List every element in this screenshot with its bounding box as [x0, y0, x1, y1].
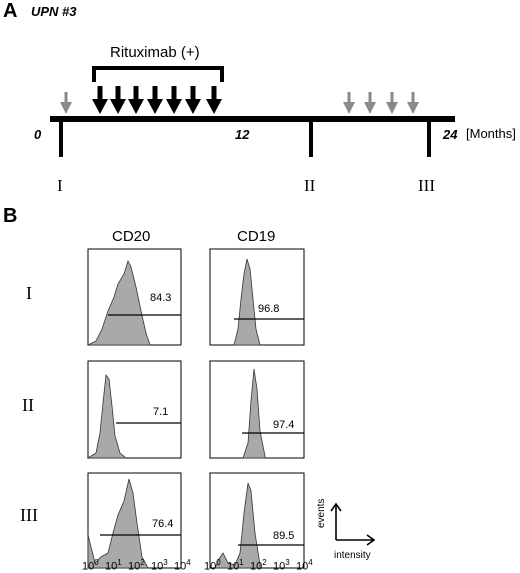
timepoint-label-ii: II [304, 176, 316, 195]
rituximab-dose-arrows [92, 86, 222, 114]
row-label-iii: III [20, 505, 38, 525]
cd20-i-value: 84.3 [150, 292, 172, 304]
timeline-tick-0: 0 [34, 127, 42, 142]
cd20-ii-histogram [86, 360, 182, 459]
cd20-x-tick-label: 100 [82, 558, 99, 573]
cd20-ii-value: 7.1 [153, 406, 169, 418]
rituximab-arrow-3 [128, 86, 144, 114]
grey-arrow-5 [407, 92, 419, 114]
cd20-ii-distribution [86, 373, 128, 459]
cd19-x-tick-label: 102 [250, 558, 267, 573]
rituximab-arrow-2 [110, 86, 126, 114]
grey-arrow-2 [343, 92, 355, 114]
cd19-ii-value: 97.4 [273, 419, 295, 431]
cd19-x-tick-label: 101 [227, 558, 244, 573]
timepoint-label-i: I [57, 176, 63, 195]
legend-intensity-arrowhead [366, 534, 376, 546]
cd20-x-tick-label: 101 [105, 558, 122, 573]
cd19-ii-histogram [209, 360, 305, 459]
patient-id: UPN #3 [31, 4, 77, 19]
treatment-label: Rituximab (+) [110, 44, 200, 61]
column-title-cd20: CD20 [112, 228, 151, 245]
row-label-ii: II [22, 395, 34, 415]
histogram-panels [86, 248, 305, 569]
timeline-tick-12: 12 [235, 127, 250, 142]
cd20-x-tick-label: 102 [128, 558, 145, 573]
timepoint-tick-ii [309, 122, 313, 157]
cd19-i-histogram [209, 248, 305, 346]
panel-a-letter: A [3, 0, 18, 22]
row-label-i: I [26, 283, 32, 303]
cd19-i-value: 96.8 [258, 303, 280, 315]
panel-b-letter: B [3, 205, 18, 227]
cd19-iii-value: 89.5 [273, 530, 295, 542]
rituximab-arrow-7 [206, 86, 222, 114]
cd20-x-tick-label: 103 [151, 558, 168, 573]
cd20-i-histogram [87, 248, 182, 346]
rituximab-arrow-5 [166, 86, 182, 114]
cd19-x-tick-label: 104 [296, 558, 313, 573]
legend-events-label: events [316, 498, 327, 528]
rituximab-arrow-1 [92, 86, 108, 114]
rituximab-arrow-6 [185, 86, 201, 114]
grey-arrow-4 [386, 92, 398, 114]
cd19-x-tick-label: 103 [273, 558, 290, 573]
cd20-iii-value: 76.4 [152, 518, 174, 530]
column-title-cd19: CD19 [237, 228, 276, 245]
treatment-bracket [92, 66, 224, 82]
cd20-i-distribution [87, 259, 151, 346]
timeline-tick-24: 24 [443, 127, 458, 142]
cd19-x-tick-label: 100 [204, 558, 221, 573]
cd20-x-tick-label: 104 [174, 558, 191, 573]
grey-arrow-3 [364, 92, 376, 114]
cd20-iii-distribution [87, 478, 149, 569]
timepoint-label-iii: III [418, 176, 435, 195]
grey-arrow-1 [60, 92, 72, 114]
cd19-iii-histogram [209, 472, 305, 569]
cd19-i-distribution [233, 258, 261, 346]
follow-up-dose-arrows [60, 92, 419, 114]
rituximab-arrow-4 [147, 86, 163, 114]
timepoint-tick-i [59, 122, 63, 157]
cd20-iii-histogram [87, 472, 182, 569]
timeline-bar [50, 116, 455, 122]
cd19-iii-distribution [214, 482, 261, 569]
timepoint-tick-iii [427, 122, 431, 157]
cd19-ii-distribution [242, 368, 266, 459]
legend-events-arrowhead [330, 502, 342, 512]
timeline-unit: [Months] [466, 126, 516, 141]
legend-intensity-label: intensity [334, 550, 371, 561]
